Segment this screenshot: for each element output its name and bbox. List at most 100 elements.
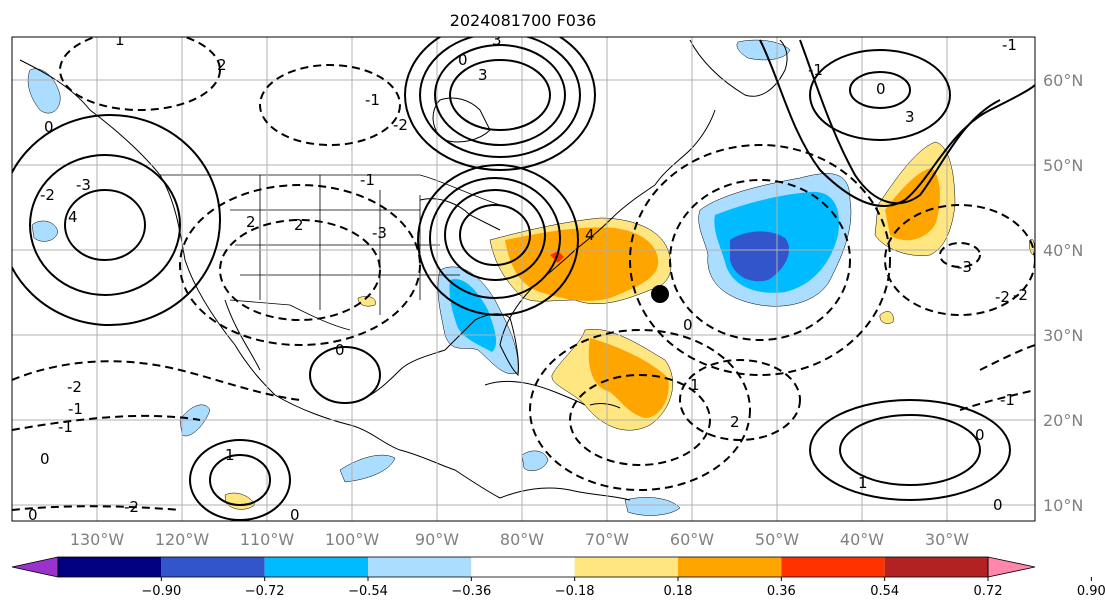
lon-label: 110°W <box>240 530 295 549</box>
shaded-anomalies <box>27 39 1035 516</box>
contour-label: 1 <box>115 31 125 49</box>
contour-label: 3 <box>478 66 488 84</box>
contour-label: 1 <box>225 446 235 464</box>
colorbar-tick-label: −0.72 <box>245 584 285 599</box>
contour-label: 0 <box>683 316 693 334</box>
coastline-canada-east <box>654 109 716 186</box>
contour-label: -1 <box>360 171 375 189</box>
coastline-na-west <box>19 59 276 396</box>
contour-high-pacific-3 <box>12 114 221 326</box>
positive-anomaly-small-2 <box>879 311 894 324</box>
political-borders <box>160 174 501 331</box>
negative-contours <box>12 37 1035 511</box>
contour-label: -3 <box>76 176 91 194</box>
dash-east-low <box>939 242 981 268</box>
location-marker <box>651 285 669 303</box>
contour-label: 2 <box>246 213 256 231</box>
contour-label: 0 <box>290 506 300 524</box>
colorbar-tick-label: 0.90 <box>1077 584 1105 599</box>
contour-label: -1 <box>68 400 83 418</box>
contour-label: -3 <box>957 258 972 276</box>
dash-east-2 <box>959 389 1035 411</box>
border-us-mexico <box>229 299 351 331</box>
contour-hudson-3 <box>419 37 581 158</box>
colorbar-segment <box>58 557 162 577</box>
colorbar-tick-label: 0.72 <box>974 584 1003 599</box>
contour-label: -2 <box>1013 286 1028 304</box>
contour-label: -2 <box>67 378 82 396</box>
colorbar-segment <box>678 557 782 577</box>
map-frame <box>11 36 1036 522</box>
colorbar-extend-low <box>11 556 59 578</box>
dash-tropics-2 <box>12 414 201 431</box>
colorbar-segment <box>574 557 678 577</box>
colorbar-tick-label: −0.90 <box>141 584 181 599</box>
contour-label: 4 <box>68 208 78 226</box>
border-us-canada <box>160 174 501 206</box>
colorbar-tick-label: 0.54 <box>870 584 899 599</box>
colorbar: −0.90 −0.72 −0.54 −0.36 −0.18 0.18 0.36 0.54 0.7… <box>11 556 1105 599</box>
contour-label: -1 <box>58 418 73 436</box>
contour-label: 2 <box>217 56 227 74</box>
dash-canada-low <box>259 64 401 146</box>
contour-label: 1 <box>690 376 700 394</box>
colorbar-segment <box>368 557 472 577</box>
gridlines <box>12 37 1035 521</box>
dash-atl-trough-2 <box>629 144 891 376</box>
contour-label: 0 <box>44 118 54 136</box>
coastline-baja <box>224 299 261 371</box>
colorbar-extend-high <box>987 556 1036 578</box>
contour-label: 4 <box>585 226 595 244</box>
coastline-florida <box>499 317 519 376</box>
contour-greenland-2 <box>809 49 951 141</box>
negative-anomaly-pacific <box>31 220 59 242</box>
lon-label: 50°W <box>755 530 799 549</box>
colorbar-segment <box>161 557 265 577</box>
contour-label: -1 <box>1002 36 1017 54</box>
contour-ep-1 <box>209 454 271 506</box>
contour-label: -1 <box>1000 391 1015 409</box>
dash-tropics <box>12 360 301 401</box>
contour-hudson-2 <box>434 44 566 146</box>
lon-label: 60°W <box>670 530 714 549</box>
coastline-hispaniola <box>589 403 621 409</box>
contour-label: -2 <box>40 186 55 204</box>
colorbar-tick-label: 0.18 <box>664 584 693 599</box>
contour-label: 0 <box>40 450 50 468</box>
lat-label: 40°N <box>1043 241 1083 260</box>
lat-label: 50°N <box>1043 156 1083 175</box>
contour-low-lakes-4 <box>417 164 579 316</box>
colorbar-tick-label: −0.36 <box>451 584 491 599</box>
lon-label: 90°W <box>415 530 459 549</box>
lon-label: 40°W <box>840 530 884 549</box>
coastline-yucatan <box>359 349 446 401</box>
contour-high-pacific-1 <box>64 189 146 261</box>
contour-greenland-1 <box>849 71 911 109</box>
colorbar-tick-label: −0.18 <box>555 584 595 599</box>
contour-label: -2 <box>995 288 1010 306</box>
dash-east <box>979 344 1035 371</box>
dash-us-trough-2 <box>179 184 421 346</box>
contour-hudson-1 <box>449 59 551 131</box>
longitude-labels: 130°W 120°W 110°W 100°W 90°W 80°W 70°W 6… <box>70 530 969 549</box>
contour-label: 0 <box>28 506 38 524</box>
dash-carib <box>679 359 801 441</box>
contour-label: 0 <box>335 341 345 359</box>
contour-high-pacific-2 <box>29 154 181 296</box>
negative-anomaly-gulf-core <box>449 279 497 352</box>
negative-anomaly-cp <box>339 454 396 483</box>
coastline-mexico <box>274 394 501 499</box>
lat-label: 30°N <box>1043 326 1083 345</box>
negative-anomaly-tropics <box>624 497 681 516</box>
lat-label: 60°N <box>1043 71 1083 90</box>
dash-sw <box>12 505 181 511</box>
contour-ea-2 <box>809 399 1011 501</box>
lat-label: 20°N <box>1043 411 1083 430</box>
lon-label: 70°W <box>585 530 629 549</box>
dash-atl-low-2 <box>529 329 751 491</box>
colorbar-frame <box>57 556 989 578</box>
contour-ep-2 <box>189 439 291 521</box>
lon-label: 80°W <box>500 530 544 549</box>
contour-label: 3 <box>492 31 502 49</box>
